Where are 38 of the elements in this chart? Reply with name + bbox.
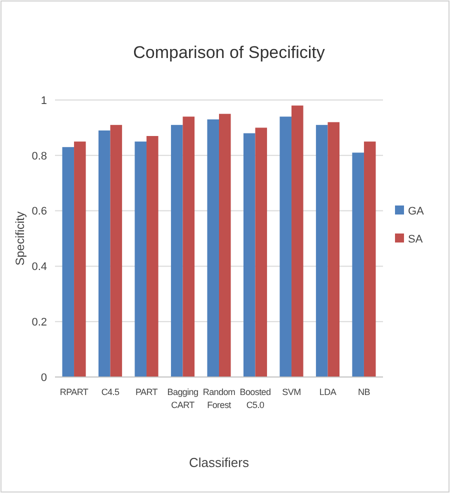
bar: [243, 133, 256, 377]
bar: [134, 142, 147, 377]
bar: [280, 116, 292, 377]
y-tick-label: 0.8: [32, 150, 47, 162]
x-tick-label: Boosted C5.0: [240, 387, 271, 410]
x-tick-label: Bagging CART: [167, 387, 199, 410]
bar: [316, 124, 328, 377]
x-tick-label: PART: [136, 387, 158, 397]
bar: [110, 124, 122, 377]
bar: [219, 114, 231, 377]
y-tick-label: 1: [40, 94, 47, 107]
bar: [255, 128, 268, 377]
x-tick-label: LDA: [319, 387, 336, 397]
bar: [62, 147, 74, 377]
y-tick-label: 0.4: [32, 261, 47, 274]
x-tick-label: SVM: [282, 387, 301, 397]
x-tick-label: RPART: [60, 387, 89, 397]
y-axis-title: Specificity: [13, 211, 27, 266]
chart-title: Comparison of Specificity: [133, 43, 326, 62]
bar: [74, 142, 86, 377]
bar: [170, 124, 183, 377]
x-tick-label: Random Forest: [202, 387, 236, 410]
bar: [146, 136, 158, 377]
bar: [364, 142, 376, 377]
legend-label: GA: [408, 205, 425, 218]
y-tick-label: 0.6: [32, 206, 47, 218]
y-tick-label: 0: [40, 372, 47, 384]
bar: [207, 119, 219, 377]
bar: [98, 130, 110, 377]
bar: [291, 106, 304, 377]
bar: [182, 116, 195, 377]
bar: [328, 122, 340, 377]
x-axis-title: Classifiers: [189, 455, 250, 470]
y-tick-label: 0.2: [32, 316, 47, 328]
x-tick-label: C4.5: [101, 387, 120, 397]
x-tick-label: NB: [358, 387, 370, 397]
legend-label: SA: [408, 233, 424, 246]
bar: [352, 152, 364, 377]
